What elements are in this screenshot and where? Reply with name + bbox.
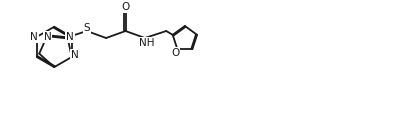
Text: N: N — [44, 32, 51, 42]
Text: S: S — [84, 23, 90, 33]
Text: N: N — [71, 51, 78, 60]
Text: O: O — [171, 48, 179, 58]
Text: N: N — [30, 32, 38, 42]
Text: O: O — [121, 2, 130, 12]
Text: N: N — [66, 32, 74, 42]
Text: NH: NH — [139, 38, 154, 48]
